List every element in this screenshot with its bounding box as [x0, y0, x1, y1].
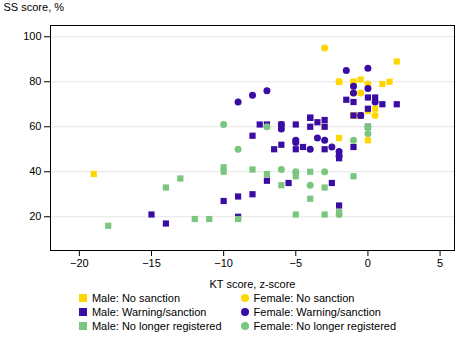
svg-text:−20: −20 [70, 257, 89, 269]
svg-text:20: 20 [29, 210, 41, 222]
svg-text:100: 100 [23, 30, 41, 42]
svg-text:80: 80 [29, 75, 41, 87]
svg-text:40: 40 [29, 165, 41, 177]
svg-text:0: 0 [365, 257, 371, 269]
html-text:Male: Warning/sanction: Male: Warning/sanction [92, 306, 207, 318]
html-text:Female: No sanction: Female: No sanction [253, 292, 355, 304]
html-text:Female: Warning/sanction: Female: Warning/sanction [253, 306, 381, 318]
svg-text:−15: −15 [142, 257, 161, 269]
html-text:Male: No longer registered: Male: No longer registered [92, 320, 222, 332]
html-text:Female: No longer registered: Female: No longer registered [253, 320, 396, 332]
svg-text:60: 60 [29, 120, 41, 132]
svg-text:−5: −5 [290, 257, 303, 269]
svg-text:−10: −10 [214, 257, 233, 269]
svg-text:5: 5 [437, 257, 443, 269]
svg-text:SS score, %: SS score, % [4, 1, 65, 13]
svg-text:KT score, z-score: KT score, z-score [210, 278, 296, 290]
html-text:Male: No sanction: Male: No sanction [92, 292, 180, 304]
